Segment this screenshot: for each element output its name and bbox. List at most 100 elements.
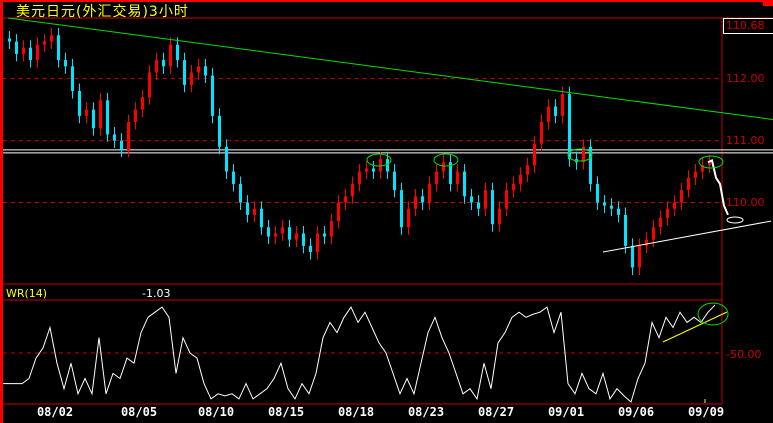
candle-body xyxy=(99,100,102,129)
candle-body xyxy=(330,221,333,237)
candle-body xyxy=(260,208,263,228)
candle-body xyxy=(148,72,151,98)
candle-body xyxy=(295,233,298,240)
candle-body xyxy=(365,168,368,172)
candle-body xyxy=(624,214,627,246)
candle-body xyxy=(673,202,676,209)
highlight-ellipse xyxy=(433,153,459,167)
candle-body xyxy=(477,202,480,209)
candle-body xyxy=(43,41,46,45)
candle-body xyxy=(386,159,389,172)
trendline-green xyxy=(7,17,773,121)
candle-body xyxy=(645,239,648,246)
top-border xyxy=(0,0,773,2)
candle-body xyxy=(36,44,39,61)
candle-body xyxy=(169,44,172,67)
candle-body xyxy=(449,162,452,184)
candle-body xyxy=(407,208,410,228)
chart-title: 美元日元(外汇交易)3小时 xyxy=(16,4,189,20)
candle-body xyxy=(141,97,144,110)
x-tick-label: 09/09 xyxy=(687,405,725,419)
candle-body xyxy=(554,106,557,116)
candle-body xyxy=(666,208,669,218)
candle-body xyxy=(708,162,711,166)
candle-body xyxy=(484,190,487,209)
candle-body xyxy=(358,171,361,184)
candle-body xyxy=(316,233,319,253)
candle-body xyxy=(638,245,641,268)
highlight-ellipse xyxy=(366,153,392,167)
candle-body xyxy=(183,60,186,85)
candle-body xyxy=(309,245,312,253)
candle-body xyxy=(421,196,424,203)
candle-body xyxy=(176,44,179,61)
candle-body xyxy=(617,208,620,215)
candle-body xyxy=(505,190,508,209)
candle-body xyxy=(211,75,214,116)
candle-body xyxy=(323,233,326,237)
candle-body xyxy=(120,140,123,150)
candle-body xyxy=(8,38,11,42)
candle-body xyxy=(197,66,200,73)
left-border xyxy=(0,0,3,423)
candle-body xyxy=(680,190,683,203)
trendline-white xyxy=(602,220,772,253)
candle-body xyxy=(225,146,228,172)
highlight-ellipse xyxy=(698,155,724,169)
wr-line xyxy=(8,304,716,403)
candle-body xyxy=(435,171,438,184)
x-tick-label: 08/27 xyxy=(477,405,515,419)
candle-body xyxy=(253,208,256,215)
candle-body xyxy=(582,146,585,163)
candle-body xyxy=(113,134,116,141)
candle-body xyxy=(701,165,704,172)
candle-body xyxy=(491,190,494,225)
candle-body xyxy=(526,165,529,175)
candle-body xyxy=(442,162,445,172)
highlight-ellipse xyxy=(697,302,729,326)
candle-body xyxy=(155,60,158,73)
candle-body xyxy=(344,196,347,203)
candle-body xyxy=(281,227,284,234)
candle-body xyxy=(456,171,459,184)
candle-body xyxy=(29,47,32,61)
candle-body xyxy=(372,168,375,172)
candle-body xyxy=(190,72,193,85)
y-tick-label: 110.00 xyxy=(726,196,765,209)
candle-body xyxy=(596,183,599,203)
candle-body xyxy=(610,205,613,209)
candle-body xyxy=(239,183,242,203)
candle-body xyxy=(246,202,249,215)
candle-body xyxy=(568,94,571,160)
x-tick-label: 08/18 xyxy=(337,405,375,419)
x-tick-label: 08/10 xyxy=(197,405,235,419)
candle-body xyxy=(85,109,88,116)
candle-body xyxy=(92,109,95,129)
candle-body xyxy=(218,115,221,147)
candle-body xyxy=(162,60,165,67)
candle-body xyxy=(400,190,403,228)
candle-body xyxy=(652,227,655,240)
corner-marker xyxy=(763,0,773,6)
candle-body xyxy=(78,91,81,116)
candle-body xyxy=(498,208,501,225)
candle-body xyxy=(379,159,382,172)
candle-body xyxy=(134,109,137,123)
candle-body xyxy=(589,146,592,184)
x-tick-label: 08/15 xyxy=(267,405,305,419)
candle-body xyxy=(561,94,564,116)
indicator-value: -1.03 xyxy=(142,287,171,300)
indicator-name: WR(14) xyxy=(6,287,48,300)
wr-trendline xyxy=(662,311,728,343)
candle-body xyxy=(57,35,60,61)
candle-body xyxy=(267,227,270,237)
x-tick-label: 08/02 xyxy=(36,405,74,419)
candle-body xyxy=(694,171,697,178)
candle-body xyxy=(659,217,662,228)
candle-body xyxy=(351,183,354,197)
highlight-ellipse xyxy=(567,148,593,162)
y-tick-label: 111.00 xyxy=(726,134,765,147)
latest-price-line xyxy=(707,158,729,216)
candle-body xyxy=(470,196,473,203)
